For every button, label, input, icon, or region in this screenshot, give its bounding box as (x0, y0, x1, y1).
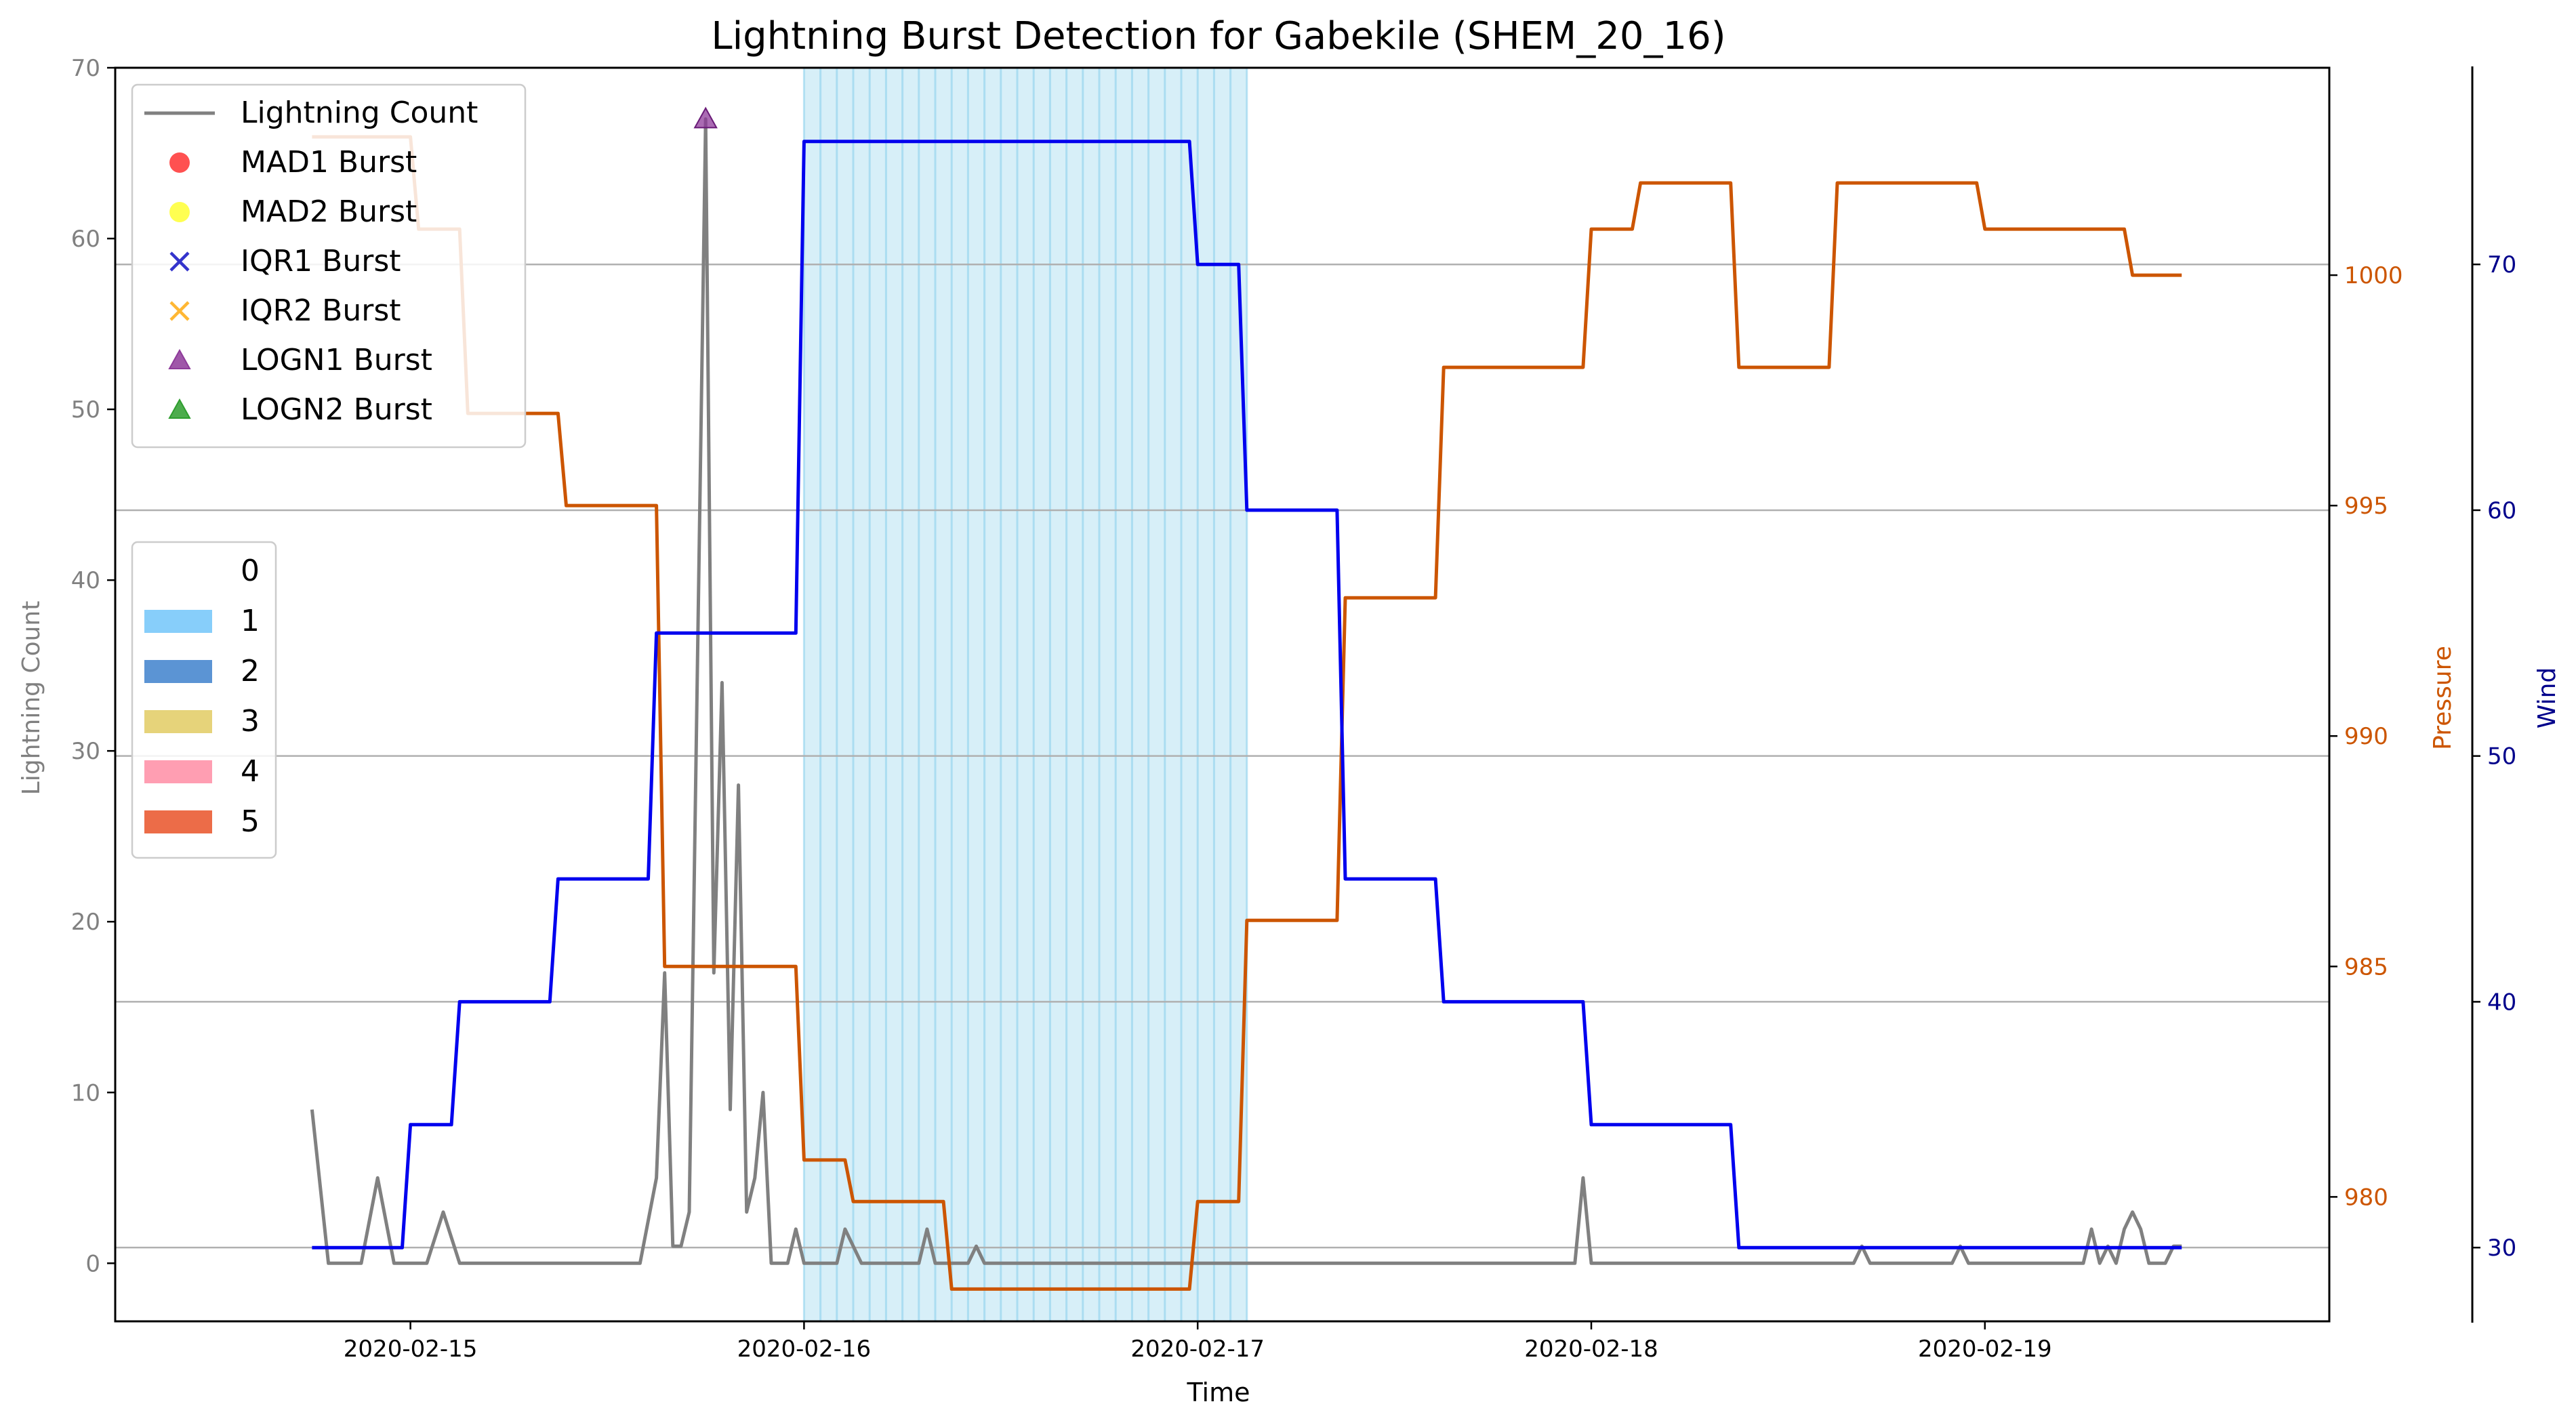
x-axis-label: Time (1187, 1378, 1250, 1407)
legend-label: MAD2 Burst (241, 194, 417, 229)
lightning-count-line (310, 117, 2182, 1265)
legend-entry: LOGN2 Burst (168, 392, 432, 427)
y-tick-label-pressure: 990 (2344, 723, 2388, 750)
legend-label: IQR2 Burst (241, 293, 401, 328)
y-tick-label-pressure: 980 (2344, 1184, 2388, 1211)
legend-category-entry: 4 (144, 754, 260, 789)
legend-category-swatch (144, 610, 212, 633)
axes-layer: 0102030405060709809859909951000304050607… (71, 55, 2517, 1363)
y-tick-label-pressure: 985 (2344, 953, 2388, 980)
legend-category-entry: 1 (144, 604, 260, 638)
legend-category-entry: 5 (144, 804, 260, 839)
legend-bursts-box (131, 83, 527, 449)
legend-category-swatch (144, 660, 212, 683)
legend-label: Lightning Count (241, 96, 478, 130)
legend-category-label: 4 (241, 754, 260, 789)
legend-label: LOGN2 Burst (241, 392, 432, 427)
legend-category-entry: 2 (144, 654, 260, 688)
legend-swatch-triangle (168, 348, 191, 369)
y-tick-label-lightning: 30 (71, 738, 100, 765)
legend-category-entry: 0 (144, 554, 260, 588)
legend-entry: Lightning Count (144, 96, 478, 130)
legend-category-label: 3 (241, 704, 260, 739)
legend-entry: MAD2 Burst (169, 194, 417, 229)
y-axis-label-wind: Wind (2533, 667, 2561, 728)
legend-entry: IQR1 Burst (169, 244, 401, 278)
y-axis-label-lightning: Lightning Count (18, 601, 45, 796)
y-tick-label-pressure: 995 (2344, 493, 2388, 520)
legend-category-entry: 3 (144, 704, 260, 739)
y-tick-label-lightning: 10 (71, 1079, 100, 1107)
logn1-burst-marker (693, 106, 718, 129)
shaded-region-layer (802, 68, 1248, 1321)
wind-line (312, 140, 2182, 1250)
y-tick-label-lightning: 70 (71, 55, 100, 82)
x-tick-label: 2020-02-16 (737, 1336, 872, 1363)
y-tick-label-lightning: 20 (71, 909, 100, 936)
legend-entry: MAD1 Burst (169, 145, 417, 180)
y-tick-label-lightning: 60 (71, 226, 100, 253)
legend-swatch-x (169, 301, 190, 321)
y-tick-label-wind: 30 (2487, 1235, 2516, 1262)
legend-entry: LOGN1 Burst (168, 343, 432, 377)
y-tick-label-wind: 40 (2487, 989, 2516, 1016)
legend-category-label: 2 (241, 654, 260, 688)
y-tick-label-wind: 70 (2487, 251, 2516, 278)
y-tick-label-wind: 60 (2487, 497, 2516, 524)
y-tick-label-pressure: 1000 (2344, 262, 2403, 289)
legend-category-label: 0 (241, 554, 260, 588)
y-axis-label-pressure: Pressure (2429, 646, 2457, 750)
legend-category-label: 1 (241, 604, 260, 638)
y-tick-label-wind: 50 (2487, 743, 2516, 770)
shaded-region (804, 68, 1247, 1321)
legend-category-swatch (144, 810, 212, 833)
legend-label: LOGN1 Burst (241, 343, 432, 377)
legend-category-swatch (144, 710, 212, 733)
legend-swatch-circle (169, 202, 190, 222)
legend-category-label: 5 (241, 804, 260, 839)
pressure-line (312, 135, 2182, 1291)
legend-label: IQR1 Burst (241, 244, 401, 278)
series-layer (310, 117, 2182, 1291)
legend-category-swatch (144, 760, 212, 783)
legend-category-swatch (144, 560, 212, 583)
y-tick-label-lightning: 0 (85, 1250, 100, 1277)
marker-layer (693, 106, 718, 129)
legend-layer: Lightning Count MAD1 Burst MAD2 Burst IQR1 … (131, 83, 527, 859)
y-tick-label-lightning: 40 (71, 567, 100, 594)
x-tick-label: 2020-02-19 (1918, 1336, 2052, 1363)
legend-label: MAD1 Burst (241, 145, 417, 180)
y-tick-label-lightning: 50 (71, 396, 100, 424)
legend-entry: IQR2 Burst (169, 293, 401, 328)
plot-frame (114, 66, 2331, 1323)
chart-title: Lightning Burst Detection for Gabekile (… (711, 14, 1725, 58)
legend-swatch-triangle (168, 398, 191, 419)
x-tick-label: 2020-02-18 (1524, 1336, 1658, 1363)
x-tick-label: 2020-02-15 (344, 1336, 478, 1363)
x-tick-label: 2020-02-17 (1130, 1336, 1265, 1363)
legend-swatch-circle (169, 152, 190, 173)
legend-swatch-x (169, 251, 190, 272)
